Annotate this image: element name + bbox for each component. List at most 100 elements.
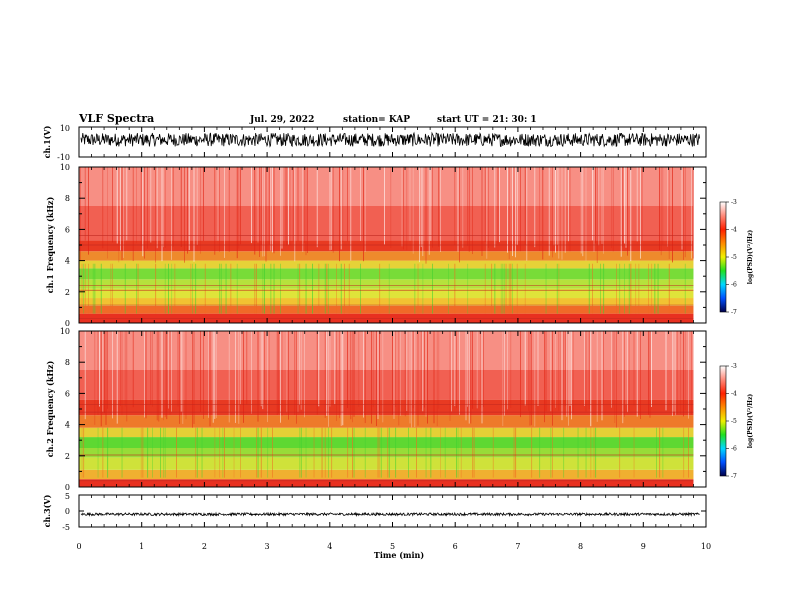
ch1-spectrogram-streak (668, 263, 670, 314)
ch1-spectrogram-streak (340, 263, 342, 314)
ch1-spectrogram-streaks (79, 167, 694, 319)
ch1-spectrogram-streak (256, 263, 257, 314)
ch1-spectrogram-streak (636, 167, 638, 242)
ch2-spectrogram-streak (100, 331, 102, 427)
ch1-spectrogram-streak (500, 263, 502, 314)
ch2-spectrogram-ytick-label: 6 (65, 389, 70, 398)
ch1-spectrogram-streak (672, 167, 673, 263)
ch1-spectrogram-streak (312, 263, 313, 314)
ch2-spectrogram-streak (417, 331, 419, 426)
ch2-spectrogram-streak (334, 331, 336, 405)
ch1-spectrogram-streak (236, 263, 238, 314)
ch1-spectrogram-streak (171, 167, 172, 260)
ch2-spectrogram-streak (313, 427, 315, 478)
ch2-spectrogram-streak (649, 331, 651, 418)
ch2-spectrogram-streak (545, 331, 547, 412)
ch1-spectrogram-streak (430, 167, 432, 241)
ch1-spectrogram-streak (548, 167, 550, 256)
ch1-spectrogram-streak (112, 167, 113, 243)
ch2-spectrogram-streak (393, 331, 395, 419)
ch2-spectrogram-streak (97, 427, 99, 478)
ch2-spectrogram-streak (208, 331, 209, 418)
ch2-spectrogram-streak (379, 427, 381, 478)
ch2-spectrogram-streak (392, 331, 393, 415)
ch1-spectrogram-streak (187, 167, 188, 254)
ch2-spectrogram-streak (353, 427, 355, 478)
ch2-spectrogram-streak (214, 331, 216, 419)
ch2-spectrogram-streak (105, 331, 107, 425)
date-label: Jul. 29, 2022 (249, 115, 314, 125)
ch2-spectrogram-streak (286, 331, 288, 413)
ch1-spectrogram-streak (419, 167, 420, 263)
ch1-spectrogram-streak (555, 167, 556, 253)
ch1-spectrogram-streak (136, 263, 137, 314)
ch1-spectrogram-streak (459, 167, 460, 263)
ch1-spectrogram-streak (510, 263, 512, 314)
ch1-spectrogram-streak (217, 167, 219, 241)
ch2-spectrogram-streak (222, 427, 224, 478)
ch2-spectrogram-streak (364, 331, 366, 424)
ch2-spectrogram-streak (473, 427, 475, 478)
ch1-spectrogram-streak (414, 263, 416, 314)
ch2-spectrogram-streak (147, 427, 149, 478)
ch1-spectrogram-ytick-label: 8 (65, 194, 70, 203)
ch2-spectrogram-band-8 (79, 370, 694, 400)
ch1-spectrogram-streak (292, 167, 294, 242)
ch2-spectrogram-streak (212, 331, 214, 423)
ch1-spectrogram-streak (467, 167, 468, 246)
ch1-spectrogram-streak (163, 167, 164, 248)
ch3-ytick-mid: 0 (65, 507, 70, 516)
ch2-spectrogram-streak (267, 427, 269, 478)
ch1-spectrogram-band-6 (79, 260, 694, 269)
ch1-spectrogram-streak (214, 167, 216, 255)
ch1-spectrogram-streak (622, 167, 624, 247)
ch2-spectrogram-streak (406, 331, 408, 412)
ch1-spectrogram-streak (190, 263, 192, 314)
ch1-spectrogram-streak (102, 167, 104, 249)
ch2-spectrogram-streak (395, 427, 397, 478)
ch2-spectrogram-streak (256, 427, 257, 478)
ch1-spectrogram-streak (508, 263, 510, 314)
ch1-spectrogram-streak (507, 167, 508, 253)
ch2-spectrogram-streak (683, 331, 684, 417)
ch1-spectrogram-streak (388, 263, 390, 314)
ch1-spectrogram-streak (657, 263, 659, 314)
ch1-spectrogram-streak (488, 167, 489, 248)
ch2-spectrogram-streak (288, 331, 289, 420)
ch2-spectrogram-streak (457, 427, 459, 478)
ch2-spectrogram-band-0 (79, 479, 694, 487)
colorbar-tick-label: -5 (731, 254, 737, 261)
ch1-spectrogram-streak (360, 167, 361, 241)
ch2-spectrogram-streak (163, 427, 165, 478)
ch1-spectrogram-streak (592, 167, 593, 241)
ch1-spectrogram-streak (339, 167, 340, 262)
ch2-spectrogram-streak (531, 427, 533, 478)
ch1-spectrogram-streak (662, 167, 664, 245)
ch2-spectrogram-streak (537, 331, 539, 406)
ch1-spectrogram-streak (508, 167, 510, 260)
ch1-ytick-top: 10 (60, 124, 70, 133)
ch1-spectrogram-streak (360, 263, 361, 314)
ch1-spectrogram-streak (100, 263, 102, 314)
ch2-spectrogram-streak (440, 427, 441, 478)
ch1-spectrogram-streak (94, 263, 96, 314)
ch2-spectrogram-streak (422, 331, 424, 412)
ch2-spectrogram-streak (481, 331, 483, 424)
ch1-spectrogram-streak (273, 263, 275, 314)
colorbar-ramp (719, 365, 727, 477)
ch1-spectrogram-streak (616, 263, 617, 314)
ch1-spectrogram-streak (611, 167, 612, 248)
ch1-spectrogram-streak (350, 167, 352, 261)
ch2-spectrogram-band-7 (79, 399, 694, 416)
ch2-spectrogram-streak (228, 331, 230, 423)
ch2-spectrogram-streak (179, 331, 180, 424)
colorbar-tick-label: -4 (731, 227, 737, 234)
ch1-spectrogram-streak (481, 167, 483, 256)
ch2-spectrogram-streak (601, 331, 603, 421)
ch2-spectrogram-streak (460, 427, 462, 478)
ch1-spectrogram-streak (238, 167, 240, 249)
ch2-spectrogram-streak (640, 331, 641, 420)
ch2-spectrogram-streak (438, 331, 440, 409)
ch1-spectrogram-streak (542, 167, 544, 260)
xtick-label: 5 (390, 542, 395, 551)
